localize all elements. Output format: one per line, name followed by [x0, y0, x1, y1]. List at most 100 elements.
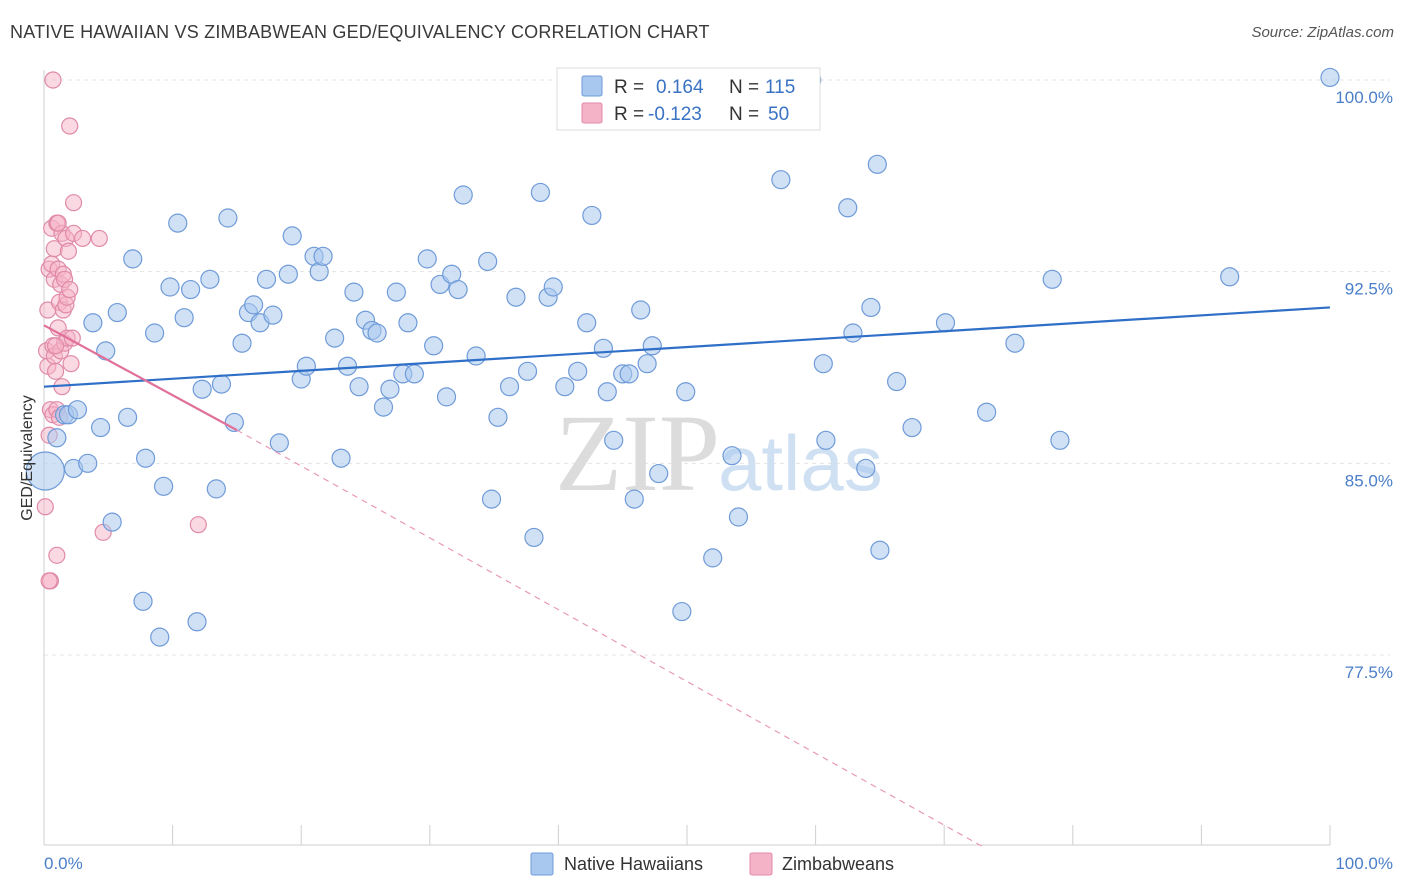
point-native-hawaiians-112	[1220, 267, 1240, 287]
legend-r-value-2: -0.123	[648, 104, 702, 125]
point-native-hawaiians-43	[313, 246, 333, 266]
point-native-hawaiians-46	[337, 356, 358, 376]
point-native-hawaiians-91	[676, 382, 696, 402]
point-native-hawaiians-85	[624, 489, 644, 509]
point-native-hawaiians-25	[200, 269, 220, 289]
point-zimbabweans-0	[36, 498, 54, 516]
point-native-hawaiians-107	[935, 313, 956, 333]
point-native-hawaiians-56	[398, 313, 418, 333]
point-native-hawaiians-15	[135, 448, 156, 468]
legend-n-label-2: N =	[729, 104, 759, 125]
point-native-hawaiians-18	[153, 476, 174, 496]
point-native-hawaiians-105	[887, 371, 907, 392]
point-native-hawaiians-104	[870, 540, 890, 560]
chart-title: NATIVE HAWAIIAN VS ZIMBABWEAN GED/EQUIVA…	[10, 22, 710, 42]
legend-r-label-1: R =	[614, 77, 644, 98]
point-zimbabweans-37	[61, 280, 79, 299]
point-native-hawaiians-5	[67, 400, 88, 420]
point-native-hawaiians-66	[478, 251, 498, 272]
point-native-hawaiians-68	[488, 407, 508, 427]
y-tick-label-1: 85.0%	[1345, 471, 1393, 490]
point-native-hawaiians-82	[604, 430, 624, 450]
point-native-hawaiians-67	[481, 489, 502, 509]
watermark-atlas: atlas	[718, 419, 883, 507]
point-native-hawaiians-75	[543, 277, 563, 297]
point-native-hawaiians-23	[187, 612, 207, 632]
point-native-hawaiians-22	[181, 279, 201, 300]
point-native-hawaiians-11	[107, 302, 127, 323]
point-native-hawaiians-65	[466, 346, 486, 366]
point-native-hawaiians-34	[256, 269, 277, 289]
y-tick-labels: 77.5% 85.0% 92.5% 100.0%	[1335, 88, 1393, 682]
bottom-legend-swatch-blue	[530, 852, 554, 876]
point-native-hawaiians-113	[1320, 67, 1340, 88]
point-native-hawaiians-109	[1005, 333, 1025, 353]
point-native-hawaiians-28	[218, 208, 238, 228]
point-zimbabweans-46	[189, 516, 207, 534]
point-native-hawaiians-70	[506, 287, 526, 307]
point-native-hawaiians-76	[555, 377, 575, 397]
point-native-hawaiians-102	[861, 297, 881, 318]
point-native-hawaiians-20	[168, 213, 188, 233]
point-native-hawaiians-88	[642, 336, 662, 356]
legend-swatch-pink	[581, 102, 603, 124]
point-native-hawaiians-79	[582, 205, 602, 226]
point-native-hawaiians-106	[902, 417, 922, 438]
bottom-legend: Native Hawaiians Zimbabweans	[530, 852, 894, 876]
point-native-hawaiians-87	[637, 354, 657, 374]
point-native-hawaiians-40	[296, 356, 316, 376]
legend-n-value-1: 115	[765, 77, 795, 98]
point-zimbabweans-49	[46, 337, 65, 355]
point-native-hawaiians-103	[867, 154, 887, 174]
point-native-hawaiians-69	[499, 377, 520, 397]
point-native-hawaiians-12	[117, 407, 138, 427]
point-native-hawaiians-61	[436, 387, 457, 407]
point-native-hawaiians-53	[380, 379, 400, 399]
zimbabweans-points	[36, 71, 207, 590]
point-zimbabweans-38	[61, 117, 79, 135]
point-native-hawaiians-8	[90, 417, 111, 438]
point-native-hawaiians-100	[843, 323, 863, 343]
point-native-hawaiians-36	[269, 433, 289, 453]
point-zimbabweans-10	[44, 71, 62, 89]
point-native-hawaiians-92	[703, 548, 723, 568]
point-zimbabweans-17	[48, 546, 66, 564]
point-native-hawaiians-19	[160, 277, 180, 297]
point-native-hawaiians-94	[728, 507, 749, 527]
x-tick-labels: 0.0% 100.0%	[44, 854, 1393, 873]
point-native-hawaiians-32	[244, 295, 264, 315]
point-native-hawaiians-9	[96, 341, 116, 361]
legend-r-value-1: 0.164	[656, 77, 704, 98]
point-native-hawaiians-98	[816, 430, 836, 450]
point-zimbabweans-44	[90, 229, 108, 248]
bottom-legend-swatch-pink	[749, 852, 773, 876]
point-native-hawaiians-97	[813, 354, 833, 374]
point-native-hawaiians-54	[386, 282, 406, 302]
point-native-hawaiians-26	[206, 479, 226, 499]
legend-n-value-2: 50	[768, 104, 789, 125]
point-native-hawaiians-16	[144, 323, 165, 343]
point-native-hawaiians-37	[278, 264, 298, 284]
point-native-hawaiians-108	[977, 402, 997, 422]
point-native-hawaiians-30	[232, 333, 252, 353]
point-zimbabweans-47	[40, 572, 58, 590]
point-zimbabweans-36	[59, 242, 78, 260]
y-axis-label: GED/Equivalency	[19, 395, 36, 520]
point-native-hawaiians-73	[530, 182, 550, 203]
point-native-hawaiians-14	[133, 591, 153, 611]
point-native-hawaiians-77	[568, 361, 588, 381]
point-native-hawaiians-63	[448, 279, 468, 300]
trend-lines	[43, 306, 1331, 848]
point-native-hawaiians-99	[838, 198, 858, 218]
point-native-hawaiians-95	[771, 170, 791, 190]
legend-r-label-2: R =	[614, 104, 644, 125]
point-native-hawaiians-44	[325, 328, 345, 348]
point-native-hawaiians-48	[349, 377, 369, 397]
point-native-hawaiians-86	[631, 300, 651, 320]
chart-source: Source: ZipAtlas.com	[1251, 24, 1394, 41]
point-native-hawaiians-110	[1042, 269, 1062, 289]
point-native-hawaiians-6	[78, 453, 98, 473]
point-native-hawaiians-52	[373, 397, 394, 417]
point-native-hawaiians-10	[102, 512, 122, 532]
